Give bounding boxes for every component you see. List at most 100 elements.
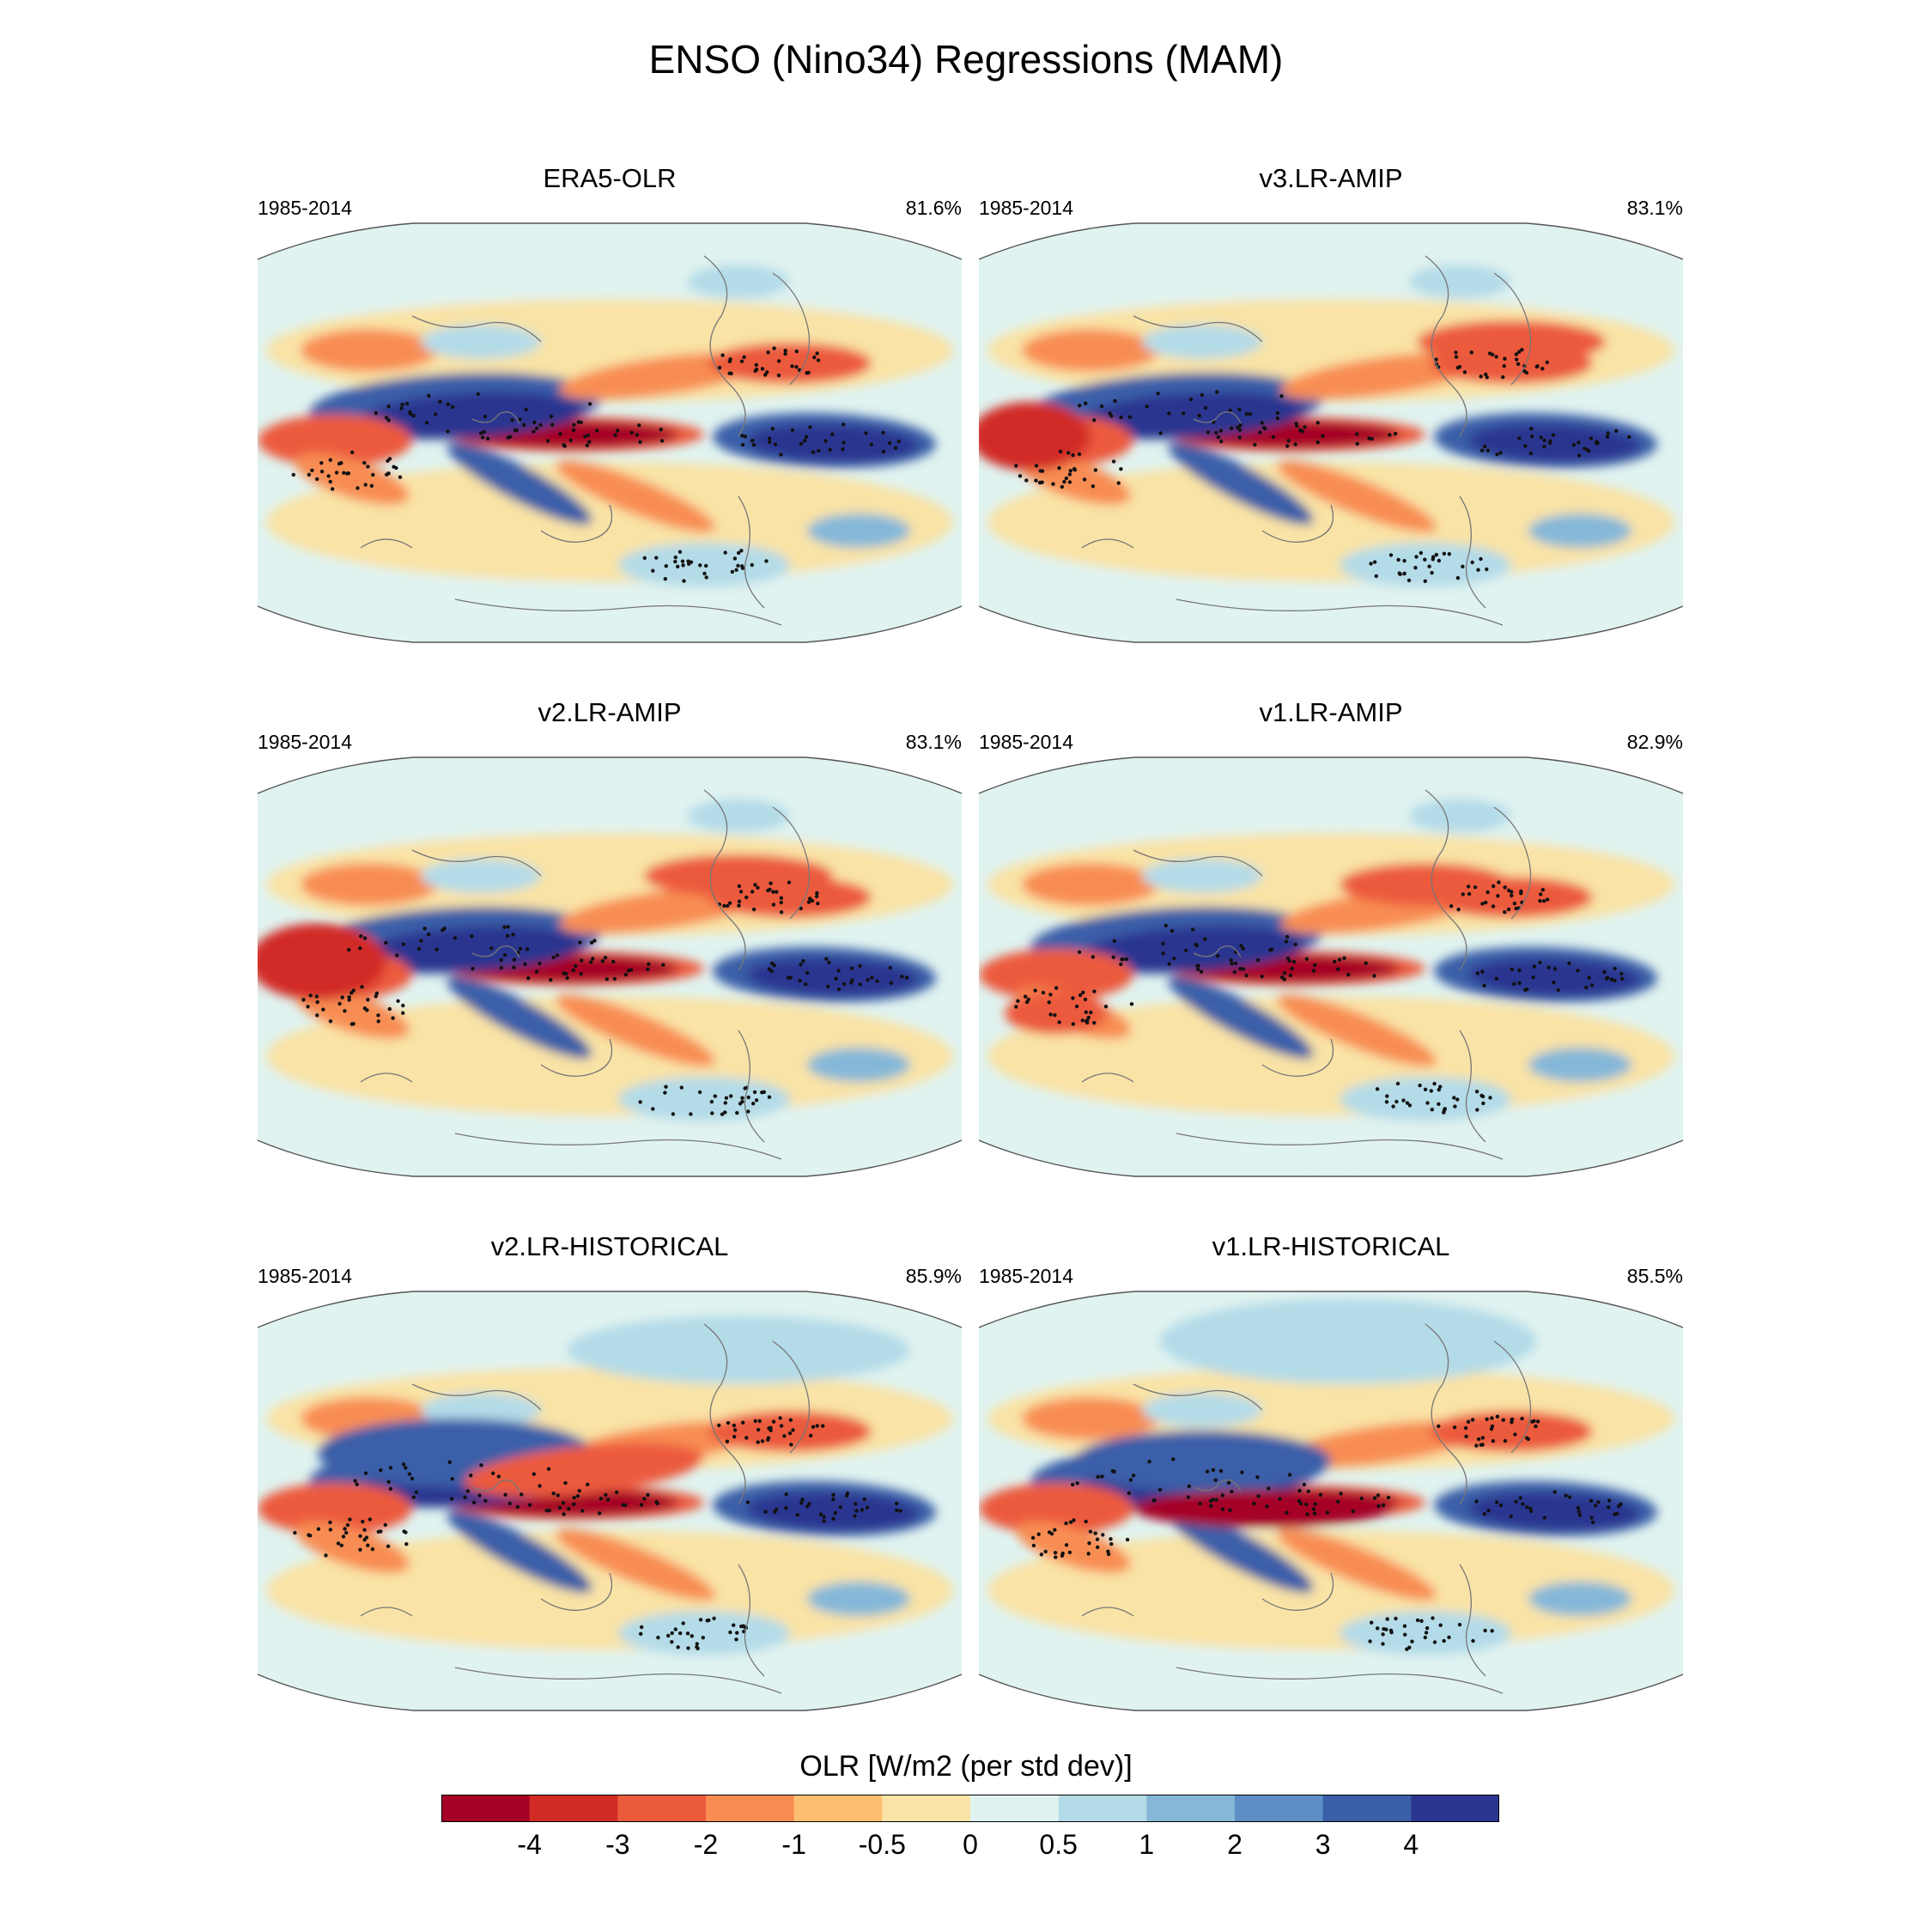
stipple-dot	[1419, 1619, 1424, 1623]
anomaly-region	[295, 453, 410, 506]
stipple-dot	[1016, 999, 1020, 1003]
stipple-dot	[447, 1460, 452, 1464]
stipple-dot	[1384, 1100, 1389, 1104]
stipple-dot	[1596, 1500, 1601, 1504]
coastline	[454, 1667, 782, 1694]
stipple-dot	[767, 436, 772, 440]
stipple-dot	[888, 440, 892, 446]
stipple-dot	[815, 1424, 819, 1428]
stipple-dot	[1100, 1474, 1104, 1479]
anomaly-region	[1276, 460, 1437, 532]
coastline	[1081, 1607, 1134, 1617]
stipple-dot	[788, 975, 793, 980]
stipple-dot	[502, 953, 507, 957]
stipple-dot	[604, 1492, 608, 1498]
stipple-dot	[1368, 1639, 1372, 1643]
stipple-dot	[1413, 566, 1418, 570]
stipple-dot	[1542, 445, 1546, 449]
stipple-dot	[572, 1496, 576, 1500]
stipple-dot	[355, 486, 360, 490]
stipple-dot	[734, 1637, 738, 1642]
stipple-dot	[1209, 1504, 1213, 1508]
stipple-dot	[1381, 1642, 1385, 1646]
stipple-dot	[1237, 435, 1242, 440]
stipple-dot	[1127, 415, 1133, 419]
stipple-dot	[771, 902, 776, 907]
stipple-dot	[1085, 1018, 1090, 1023]
stipple-dot	[1470, 560, 1474, 565]
stipple-dot	[368, 1517, 372, 1522]
stipple-dot	[350, 450, 355, 454]
stipple-dot	[1208, 1498, 1213, 1504]
coastline	[1261, 1038, 1334, 1077]
stipple-dot	[409, 412, 413, 416]
stipple-dot	[442, 927, 447, 931]
stipple-dot	[1367, 436, 1371, 440]
stipple-dot	[1270, 947, 1274, 951]
stipple-dot	[646, 967, 650, 972]
stipple-dot	[1529, 427, 1534, 431]
stipple-dot	[828, 447, 832, 452]
coastline	[1133, 1383, 1263, 1411]
stipple-dot	[551, 1492, 556, 1496]
stipple-dot	[1516, 361, 1521, 367]
stipple-dot	[334, 471, 339, 475]
stipple-dot	[686, 559, 690, 563]
stipple-dot	[726, 1420, 731, 1425]
stipple-dot	[659, 428, 663, 432]
stipple-dot	[1278, 1497, 1282, 1501]
stipple-dot	[816, 902, 820, 906]
stipple-dot	[751, 907, 756, 912]
anomaly-region	[1408, 264, 1511, 299]
stipple-dot	[1041, 990, 1046, 995]
stipple-dot	[525, 947, 530, 951]
stipple-dot	[1096, 1545, 1100, 1550]
stipple-dot	[1093, 468, 1098, 472]
stipple-dot	[1119, 467, 1123, 471]
stipple-dot	[1406, 578, 1412, 583]
stipple-dot	[404, 1542, 409, 1546]
stipple-dot	[690, 1634, 694, 1638]
stipple-dot	[666, 1633, 671, 1638]
stipple-dot	[505, 933, 510, 938]
stipple-dot	[1577, 1510, 1582, 1514]
regression-map	[827, 1290, 1835, 1712]
stipple-dot	[1072, 1518, 1076, 1522]
stipple-dot	[1480, 902, 1485, 906]
map-svg	[827, 1291, 1835, 1711]
stipple-dot	[807, 1502, 811, 1506]
stipple-dot	[788, 1418, 793, 1422]
stipple-dot	[784, 1492, 788, 1497]
stipple-dot	[1388, 553, 1394, 557]
stipple-dot	[615, 1490, 619, 1495]
stipple-dot	[391, 1016, 395, 1020]
stipple-dot	[772, 346, 776, 350]
stipple-dot	[366, 998, 370, 1002]
stipple-dot	[399, 406, 404, 410]
stipple-dot	[779, 896, 784, 900]
stipple-dot	[1475, 971, 1479, 975]
stipple-dot	[1239, 944, 1243, 948]
stipple-dot	[1427, 564, 1431, 568]
stipple-dot	[471, 1500, 477, 1504]
coastline	[540, 504, 613, 543]
stipple-dot	[1425, 1625, 1430, 1631]
stipple-dot	[1161, 941, 1165, 946]
stipple-dot	[697, 1090, 702, 1095]
anomaly-region	[1142, 1393, 1262, 1427]
anomaly-region	[1133, 1490, 1391, 1528]
anomaly-region	[447, 976, 592, 1059]
stipple-dot	[1109, 414, 1114, 418]
stipple-dot	[1513, 1432, 1517, 1437]
stipple-dot	[422, 927, 427, 931]
anomaly-region	[421, 325, 541, 359]
stipple-dot	[1452, 1096, 1456, 1100]
stipple-dot	[606, 1498, 611, 1502]
stipple-dot	[1036, 1532, 1041, 1536]
stipple-dot	[799, 1501, 804, 1505]
stipple-dot	[1577, 440, 1581, 445]
stipple-dot	[1167, 411, 1171, 416]
stipple-dot	[1442, 1110, 1446, 1115]
stipple-dot	[663, 577, 667, 581]
stipple-dot	[1184, 948, 1188, 953]
